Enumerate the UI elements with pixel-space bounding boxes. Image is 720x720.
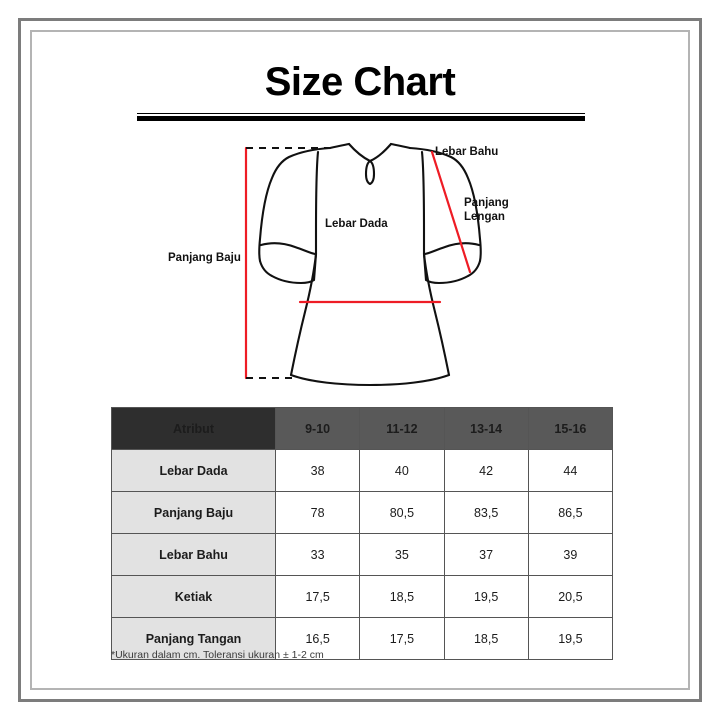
header-size-13-14: 13-14	[443, 407, 529, 450]
row-label: Lebar Dada	[111, 449, 276, 492]
size-table: Atribut 9-10 11-12 13-14 15-16 Lebar Dad…	[111, 407, 614, 660]
cell-value: 17,5	[274, 575, 361, 618]
label-panjang-baju: Panjang Baju	[168, 252, 241, 264]
table-row: Panjang Baju 78 80,5 83,5 86,5	[111, 491, 614, 534]
decorative-outer-frame	[18, 18, 702, 702]
cell-value: 86,5	[527, 491, 614, 534]
cell-value: 33	[274, 533, 361, 576]
label-lebar-bahu: Lebar Bahu	[435, 146, 499, 158]
cell-value: 19,5	[527, 617, 614, 660]
title-divider-thin-line	[137, 113, 585, 114]
table-row: Lebar Bahu 33 35 37 39	[111, 533, 614, 576]
measurement-lines	[244, 146, 472, 380]
cell-value: 83,5	[443, 491, 529, 534]
cell-value: 18,5	[443, 617, 529, 660]
table-row: Panjang Tangan 16,5 17,5 18,5 19,5	[111, 617, 614, 660]
cell-value: 80,5	[359, 491, 445, 534]
cell-value: 78	[274, 491, 361, 534]
table-row: Lebar Dada 38 40 42 44	[111, 449, 614, 492]
size-table-body: Lebar Dada 38 40 42 44 Panjang Baju 78 8…	[111, 449, 614, 660]
table-row: Ketiak 17,5 18,5 19,5 20,5	[111, 575, 614, 618]
cell-value: 44	[527, 449, 614, 492]
cell-value: 19,5	[443, 575, 529, 618]
footnote-text: *Ukuran dalam cm. Toleransi ukuran ± 1-2…	[111, 649, 324, 661]
cell-value: 35	[359, 533, 445, 576]
size-table-head: Atribut 9-10 11-12 13-14 15-16	[111, 407, 614, 450]
title-divider-thick-line	[137, 116, 585, 121]
label-panjang-lengan-line1: Panjang	[464, 197, 509, 209]
row-label: Ketiak	[111, 575, 276, 618]
cell-value: 20,5	[527, 575, 614, 618]
cell-value: 17,5	[359, 617, 445, 660]
label-panjang-lengan: Panjang Lengan	[464, 196, 509, 224]
header-size-9-10: 9-10	[274, 407, 361, 450]
header-size-15-16: 15-16	[527, 407, 614, 450]
row-label: Lebar Bahu	[111, 533, 276, 576]
title-divider	[137, 113, 585, 121]
label-panjang-lengan-line2: Lengan	[464, 211, 505, 223]
header-attribute: Atribut	[111, 407, 276, 450]
size-table-container: Atribut 9-10 11-12 13-14 15-16 Lebar Dad…	[111, 407, 614, 660]
label-lebar-dada: Lebar Dada	[325, 218, 388, 230]
garment-illustration: Panjang Baju Lebar Dada Lebar Bahu Panja…	[168, 142, 509, 387]
header-size-11-12: 11-12	[359, 407, 445, 450]
decorative-inner-frame	[30, 30, 690, 690]
leader-lines	[246, 147, 330, 379]
cell-value: 40	[359, 449, 445, 492]
cell-value: 18,5	[359, 575, 445, 618]
cell-value: 38	[274, 449, 361, 492]
cell-value: 39	[527, 533, 614, 576]
table-header-row: Atribut 9-10 11-12 13-14 15-16	[111, 407, 614, 450]
cell-value: 37	[443, 533, 529, 576]
row-label: Panjang Baju	[111, 491, 276, 534]
cell-value: 42	[443, 449, 529, 492]
page-title: Size Chart	[264, 60, 456, 104]
panjang-lengan-measure-line	[430, 150, 472, 274]
blouse-outline-icon	[258, 142, 482, 387]
